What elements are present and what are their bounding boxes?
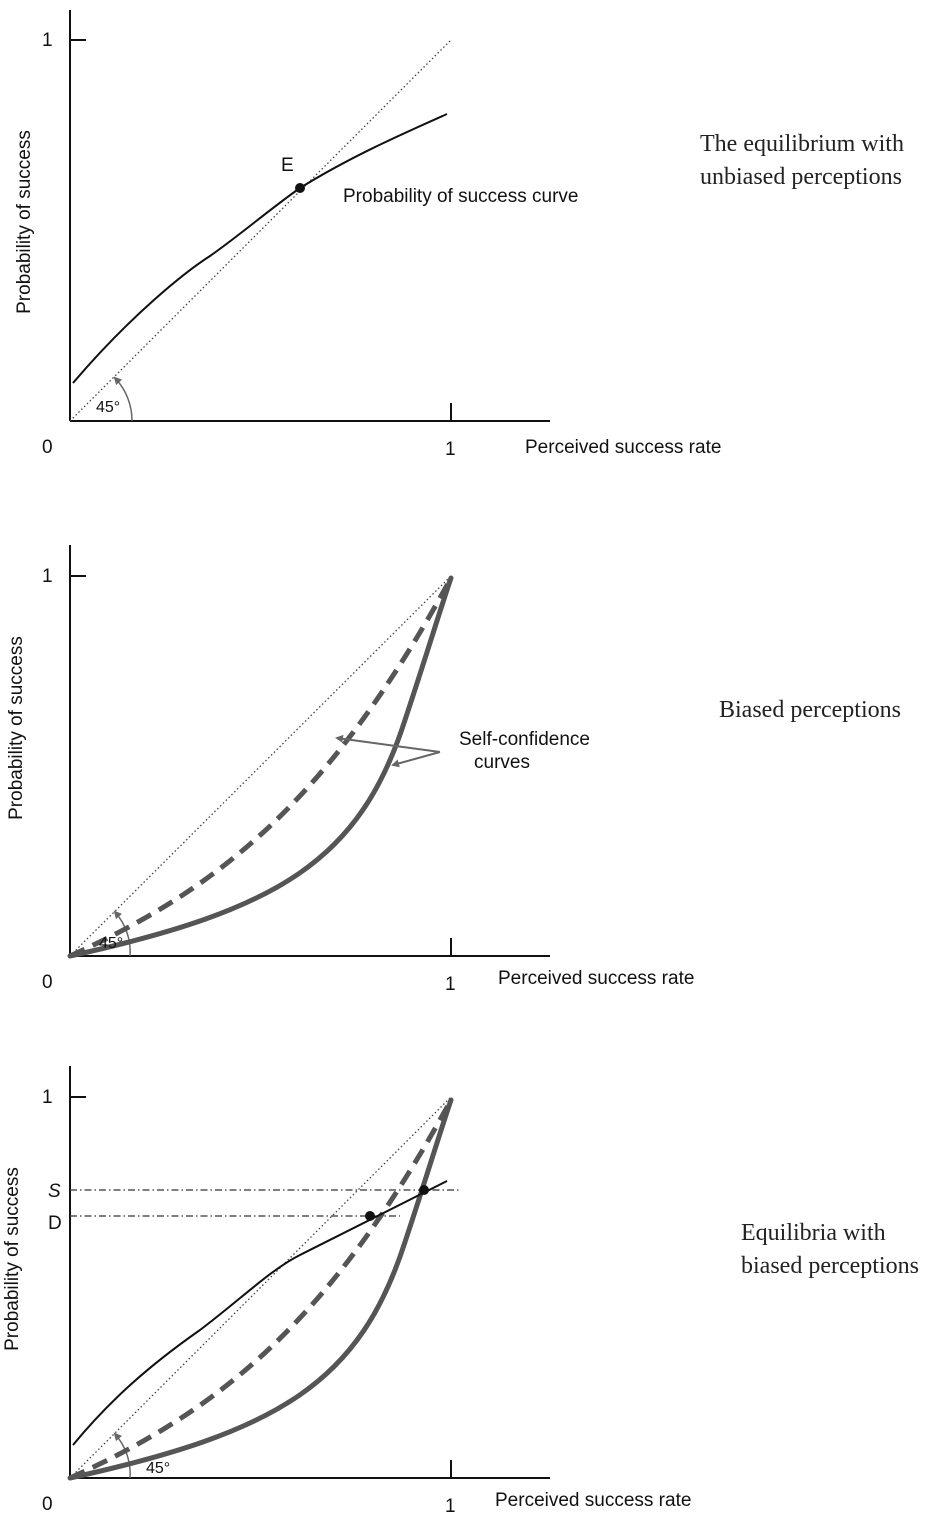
forty-five-degree-line [69, 39, 452, 422]
equilibrium-point-e [295, 183, 305, 193]
x-axis-label: Perceived success rate [525, 437, 721, 458]
x-axis-label: Perceived success rate [495, 1490, 691, 1511]
y-axis-label: Probability of success [14, 130, 35, 314]
forty-five-degree-line [69, 1096, 452, 1479]
probability-of-success-curve [72, 113, 448, 384]
origin-label: 0 [42, 437, 53, 458]
axes [69, 545, 550, 957]
angle-label: 45° [99, 935, 123, 952]
equilibrium-point-d [365, 1211, 375, 1221]
x-tick-label: 1 [445, 974, 456, 995]
self-confidence-curve-solid [67, 1097, 454, 1481]
curve-label-line-2: curves [474, 752, 530, 773]
angle-arc [113, 1432, 131, 1479]
level-label-s: S [48, 1181, 61, 1202]
panel-unbiased-equilibrium: 1 0 1 Perceived success rate Probability… [14, 10, 904, 460]
angle-label: 45° [146, 1460, 170, 1477]
pointer-arrow-solid-curve [391, 751, 441, 768]
self-confidence-curve-solid [67, 575, 454, 959]
axes [69, 10, 550, 422]
caption-line-2: unbiased perceptions [700, 164, 902, 190]
panel-biased-perceptions: 1 0 1 Perceived success rate Probability… [6, 545, 901, 995]
origin-label: 0 [42, 972, 53, 993]
caption-line-2: biased perceptions [741, 1253, 919, 1279]
pointer-arrow-dashed-curve [335, 734, 441, 753]
curve-label-line-1: Self-confidence [459, 729, 590, 750]
caption-line-1: Equilibria with [741, 1220, 886, 1246]
x-tick-label: 1 [445, 1496, 456, 1516]
curve-label: Probability of success curve [343, 186, 579, 207]
forty-five-degree-line [69, 575, 452, 957]
y-axis-label: Probability of success [2, 1167, 23, 1351]
angle-label: 45° [96, 399, 120, 416]
y-tick-label: 1 [42, 1087, 53, 1108]
x-axis-label: Perceived success rate [498, 968, 694, 989]
origin-label: 0 [42, 1494, 53, 1515]
angle-arc [113, 910, 131, 957]
caption-line-1: Biased perceptions [719, 697, 901, 723]
y-tick-label: 1 [42, 30, 53, 51]
y-tick-label: 1 [42, 566, 53, 587]
point-label-e: E [281, 155, 294, 176]
equilibrium-point-s [419, 1185, 429, 1195]
panel-equilibria-biased: 1 S D 0 1 Perceived success rate Probabi… [2, 1066, 919, 1516]
angle-arc [113, 376, 133, 422]
caption-line-1: The equilibrium with [700, 131, 904, 157]
y-axis-label: Probability of success [6, 636, 27, 820]
probability-of-success-curve [72, 1180, 448, 1446]
x-tick-label: 1 [445, 439, 456, 460]
level-label-d: D [48, 1213, 62, 1234]
axes [69, 1066, 550, 1479]
